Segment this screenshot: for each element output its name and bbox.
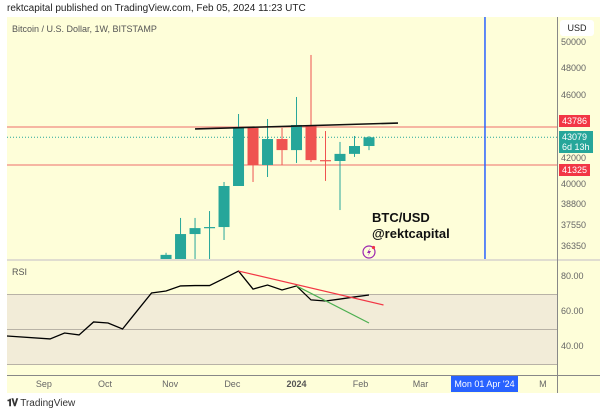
candle-body	[291, 124, 303, 151]
candle-body	[189, 228, 201, 235]
price-tick-label: 50000	[561, 37, 587, 47]
candle-body	[175, 234, 187, 259]
time-tick-label: Dec	[224, 379, 241, 389]
candle-body	[305, 124, 317, 161]
time-tick-label: Feb	[352, 379, 369, 389]
price-tick-label: 46000	[561, 90, 587, 100]
resistance-price-label: 43786	[559, 115, 591, 127]
candle-body	[218, 186, 230, 228]
rsi-band	[7, 294, 557, 365]
chart-annotation: BTC/USD @rektcapital	[372, 210, 450, 242]
candle	[349, 135, 361, 157]
rsi-tick-label: 80.00	[561, 271, 584, 281]
time-tick-label: Nov	[162, 379, 179, 389]
candle-body	[247, 127, 259, 165]
candle	[305, 54, 317, 163]
candle-countdown: 6d 13h	[562, 142, 590, 153]
chart-frame	[7, 17, 600, 393]
annotation-line2: @rektcapital	[372, 226, 450, 241]
rsi-pane	[7, 270, 384, 340]
rsi-line	[7, 270, 370, 340]
rsi-trendline-green	[296, 285, 370, 324]
candle-body	[160, 254, 172, 259]
candle	[276, 127, 288, 165]
candle-body	[320, 160, 332, 162]
price-pane	[7, 54, 557, 259]
candle-body	[262, 139, 274, 165]
current-price: 43079	[562, 132, 588, 143]
candle-body	[349, 146, 361, 154]
support-price-label: 41325	[559, 164, 591, 177]
lightning-icon[interactable]	[362, 245, 376, 259]
time-tick-label: Sep	[35, 379, 52, 389]
rsi-tick-label: 40.00	[561, 341, 584, 351]
time-tick-label: M	[539, 379, 547, 389]
candle-body	[276, 139, 288, 151]
candle	[218, 181, 230, 240]
candle	[204, 211, 216, 259]
candle	[262, 119, 274, 177]
time-tick-label: 2024	[286, 379, 307, 389]
rsi-label: RSI	[12, 267, 28, 277]
price-tick-label: 37550	[561, 220, 587, 230]
candle	[363, 135, 375, 151]
time-tick-label: Mar	[412, 379, 429, 389]
price-tick-label: 36350	[561, 241, 587, 251]
price-tick-label: 48000	[561, 63, 587, 73]
price-tick-label: 40000	[561, 179, 587, 189]
candle	[160, 252, 172, 259]
current-price-label: 43079 6d 13h	[559, 131, 593, 154]
candle-body	[204, 227, 216, 229]
resistance-trendline	[195, 122, 399, 130]
candle	[233, 114, 245, 186]
candle	[175, 217, 187, 259]
publish-info: rektcapital published on TradingView.com…	[7, 3, 306, 14]
tradingview-logo-text: TradingView	[20, 398, 76, 409]
candle	[247, 127, 259, 182]
price-tick-label: 42000	[561, 153, 587, 164]
tradingview-logo[interactable]: 𝟏𝐕 TradingView	[7, 398, 75, 409]
candle	[320, 131, 332, 181]
price-tick-label: 38800	[561, 199, 587, 209]
candle-body	[334, 153, 346, 161]
symbol-title: Bitcoin / U.S. Dollar, 1W, BITSTAMP	[12, 24, 157, 34]
candle	[189, 217, 201, 259]
tradingview-logo-icon: 𝟏𝐕	[7, 398, 18, 409]
crosshair-date-label: Mon 01 Apr '24	[451, 376, 518, 392]
time-tick-label: Oct	[97, 379, 112, 389]
candle	[334, 141, 346, 211]
currency-button[interactable]: USD	[560, 20, 594, 36]
rsi-tick-label: 60.00	[561, 306, 584, 316]
candle-body	[233, 127, 245, 186]
candle	[291, 96, 303, 163]
annotation-line1: BTC/USD	[372, 210, 430, 225]
candle-body	[363, 137, 375, 147]
rsi-trendline-red	[238, 270, 384, 306]
